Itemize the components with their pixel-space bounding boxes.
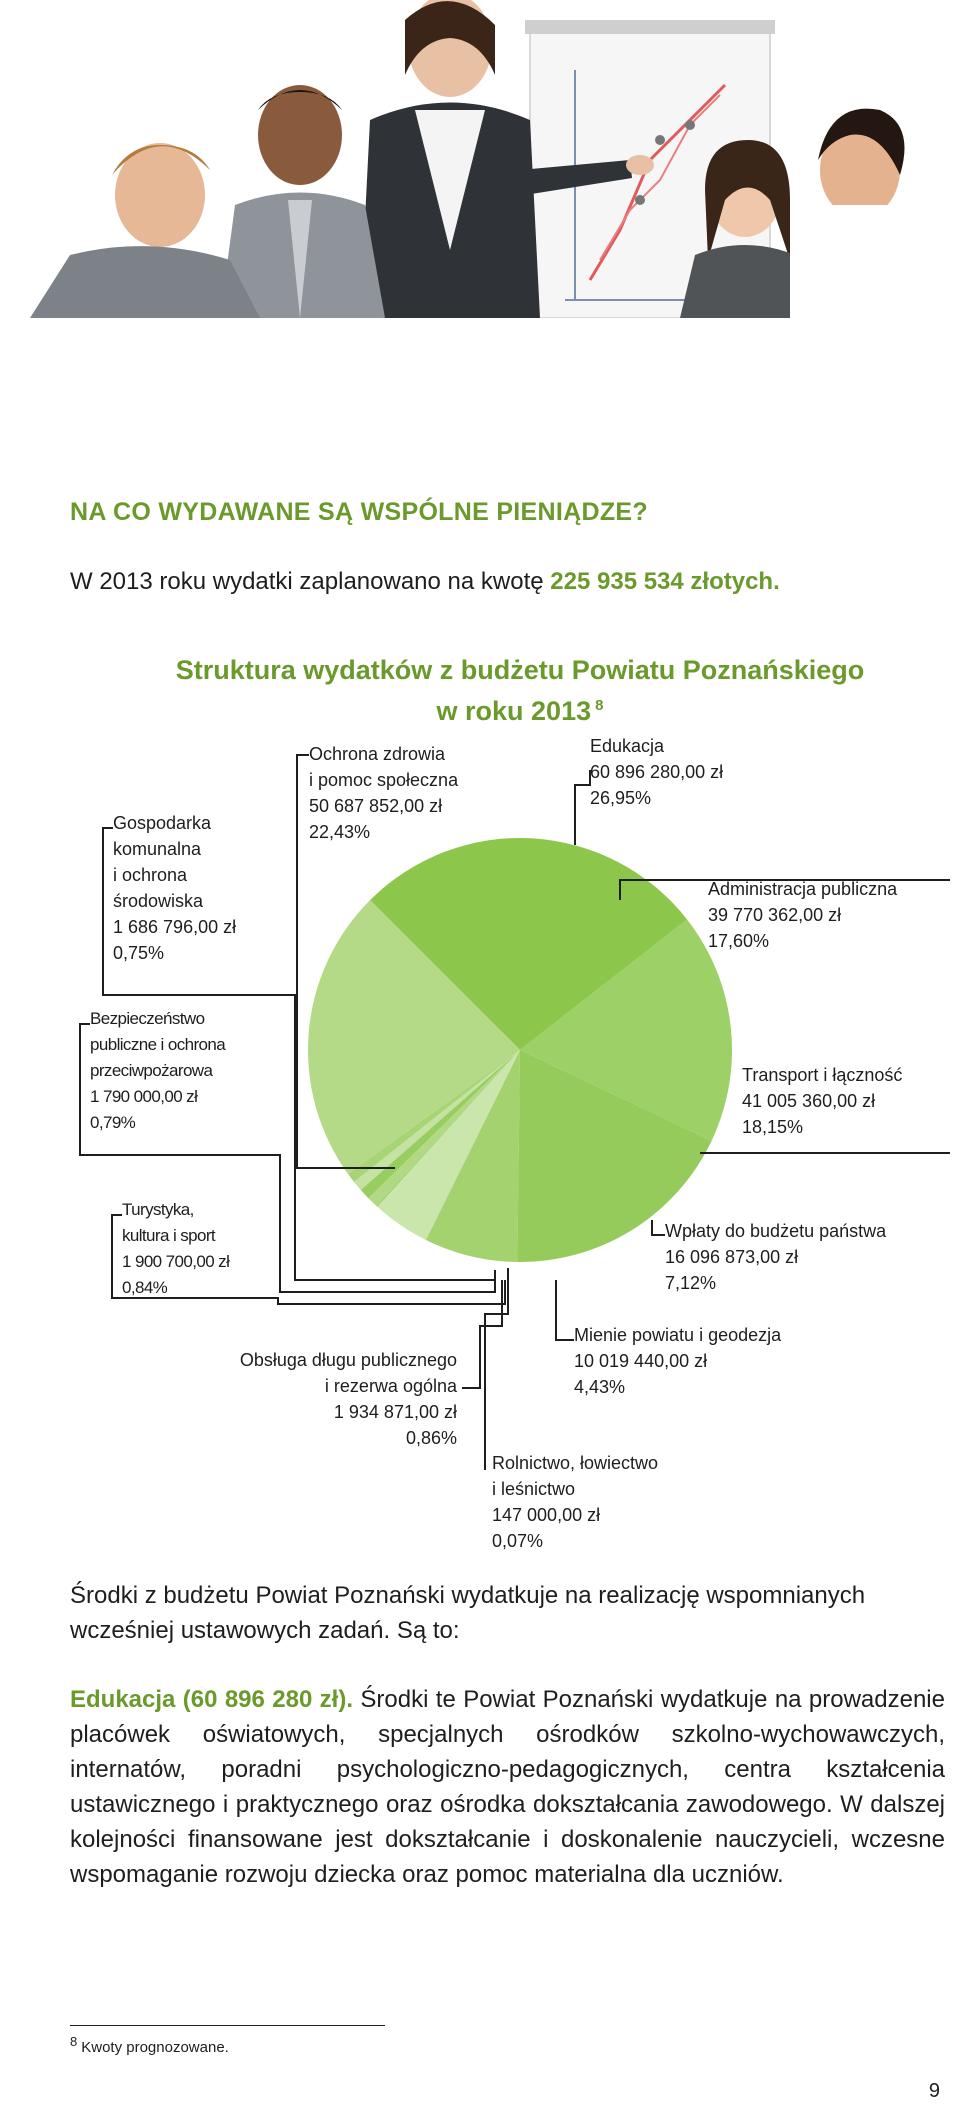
slice-label-line: i ochrona <box>113 865 188 885</box>
page-number: 9 <box>928 2080 940 2102</box>
label-bezpieczenstwo: Bezpieczeństwo publiczne i ochrona przec… <box>90 1006 226 1136</box>
slice-label-line: Wpłaty do budżetu państwa <box>665 1221 887 1241</box>
pie-slice <box>348 1050 520 1182</box>
pie-slice <box>307 900 520 1174</box>
pie-chart <box>79 754 950 1470</box>
pie-slice <box>360 1050 520 1199</box>
slice-value: 1 900 700,00 zł <box>122 1252 230 1271</box>
slice-percent: 0,75% <box>113 943 165 963</box>
slice-percent: 22,43% <box>309 822 371 842</box>
pie-slice <box>368 1050 520 1207</box>
slice-label-line: Mienie powiatu i geodezja <box>574 1325 782 1345</box>
label-mienie-powiatu: Mienie powiatu i geodezja 10 019 440,00 … <box>574 1322 781 1400</box>
footnote-text: Kwoty prognozowane. <box>81 2039 229 2056</box>
label-obsluga-dlugu: Obsługa długu publicznego i rezerwa ogól… <box>205 1347 457 1451</box>
slice-label-line: przeciwpożarowa <box>90 1061 213 1080</box>
slice-value: 1 934 871,00 zł <box>333 1402 457 1422</box>
paragraph-body: Środki te Powiat Poznański wydatkuje na … <box>70 1686 945 1888</box>
label-turystyka: Turystyka, kultura i sport 1 900 700,00 … <box>122 1197 230 1301</box>
leader-line <box>619 879 950 900</box>
slice-label-line: i pomoc społeczna <box>309 770 459 790</box>
pie-slice <box>376 1050 520 1207</box>
slice-label-line: Bezpieczeństwo <box>90 1009 205 1028</box>
label-administracja: Administracja publiczna 39 770 362,00 zł… <box>708 876 897 954</box>
slice-percent: 17,60% <box>708 931 770 951</box>
leader-line <box>296 754 395 1169</box>
header-photo <box>0 0 940 318</box>
slice-percent: 0,86% <box>405 1428 457 1448</box>
slice-label-line: i rezerwa ogólna <box>324 1376 457 1396</box>
label-gospodarka: Gospodarka komunalna i ochrona środowisk… <box>113 810 236 966</box>
slice-percent: 18,15% <box>742 1117 804 1137</box>
pie-slice <box>354 1050 520 1190</box>
leader-line <box>555 1280 574 1341</box>
label-rolnictwo: Rolnictwo, łowiectwo i leśnictwo 147 000… <box>492 1450 658 1554</box>
slice-label-line: i leśnictwo <box>492 1479 576 1499</box>
slice-value: 39 770 362,00 zł <box>708 905 842 925</box>
paragraph-tasks-intro: Środki z budżetu Powiat Poznański wydatk… <box>70 1582 866 1644</box>
leader-line <box>79 1023 496 1293</box>
chart-title-line1: Struktura wydatków z budżetu Powiatu Poz… <box>175 655 865 685</box>
slice-value: 10 019 440,00 zł <box>574 1351 708 1371</box>
slice-label-line: środowiska <box>113 891 204 911</box>
slice-label-line: Obsługa długu publicznego <box>239 1350 457 1370</box>
chart-title: Struktura wydatków z budżetu Powiatu Poz… <box>0 652 960 729</box>
intro-prefix: W 2013 roku wydatki zaplanowano na kwotę <box>70 568 551 595</box>
slice-label-line: Rolnictwo, łowiectwo <box>492 1453 659 1473</box>
footnote: 8 Kwoty prognozowane. <box>70 2034 229 2056</box>
slice-label-line: publiczne i ochrona <box>90 1035 226 1054</box>
slice-label-line: Gospodarka <box>113 813 212 833</box>
label-transport: Transport i łączność 41 005 360,00 zł 18… <box>742 1062 902 1140</box>
paragraph-edukacja: Edukacja (60 896 280 zł). Środki te Powi… <box>70 1682 945 1892</box>
footnote-number: 8 <box>70 2034 78 2049</box>
pie-slice <box>425 1050 520 1262</box>
slice-label-line: kultura i sport <box>122 1226 216 1245</box>
slice-value: 60 896 280,00 zł <box>590 762 724 782</box>
slice-label-line: Ochrona zdrowia <box>309 744 446 764</box>
pie-slice <box>517 1050 712 1262</box>
slice-value: 1 686 796,00 zł <box>113 917 237 937</box>
slice-label-line: Edukacja <box>590 736 665 756</box>
slice-percent: 4,43% <box>574 1377 626 1397</box>
slice-value: 16 096 873,00 zł <box>665 1247 799 1267</box>
pie-slice <box>520 919 732 1141</box>
leader-line <box>111 1214 506 1305</box>
pie-slice <box>377 1050 520 1240</box>
slice-value: 147 000,00 zł <box>492 1505 601 1525</box>
chart-title-line2: w roku 2013 8 <box>436 696 604 726</box>
slice-percent: 7,12% <box>665 1273 717 1293</box>
slice-percent: 0,07% <box>492 1531 544 1551</box>
paragraph-highlight: Edukacja (60 896 280 zł). <box>70 1686 354 1713</box>
slice-percent: 26,95% <box>590 788 652 808</box>
slice-value: 1 790 000,00 zł <box>90 1087 198 1106</box>
slice-label-line: Transport i łączność <box>742 1065 903 1085</box>
pie-slice <box>370 838 688 1050</box>
leader-line <box>651 1220 665 1236</box>
leader-line <box>574 770 591 845</box>
label-ochrona-zdrowia: Ochrona zdrowia i pomoc społeczna 50 687… <box>309 741 458 845</box>
slice-percent: 0,79% <box>90 1113 136 1132</box>
intro-amount: 225 935 534 złotych. <box>550 568 780 595</box>
slice-label-line: komunalna <box>113 839 202 859</box>
label-wplaty: Wpłaty do budżetu państwa 16 096 873,00 … <box>665 1218 886 1296</box>
slice-value: 50 687 852,00 zł <box>309 796 443 816</box>
slice-label-line: Administracja publiczna <box>708 879 898 899</box>
slice-label-line: Turystyka, <box>122 1200 194 1219</box>
slice-percent: 0,84% <box>122 1278 168 1297</box>
leader-line <box>462 1280 503 1389</box>
chart-title-footnote-ref: 8 <box>595 697 604 714</box>
intro-text: W 2013 roku wydatki zaplanowano na kwotę… <box>70 568 780 596</box>
section-heading: NA CO WYDAWANE SĄ WSPÓLNE PIENIĄDZE? <box>70 498 648 526</box>
footnote-divider <box>70 2025 385 2026</box>
label-edukacja: Edukacja 60 896 280,00 zł 26,95% <box>590 733 723 811</box>
leader-line <box>484 1268 509 1470</box>
slice-value: 41 005 360,00 zł <box>742 1091 876 1111</box>
